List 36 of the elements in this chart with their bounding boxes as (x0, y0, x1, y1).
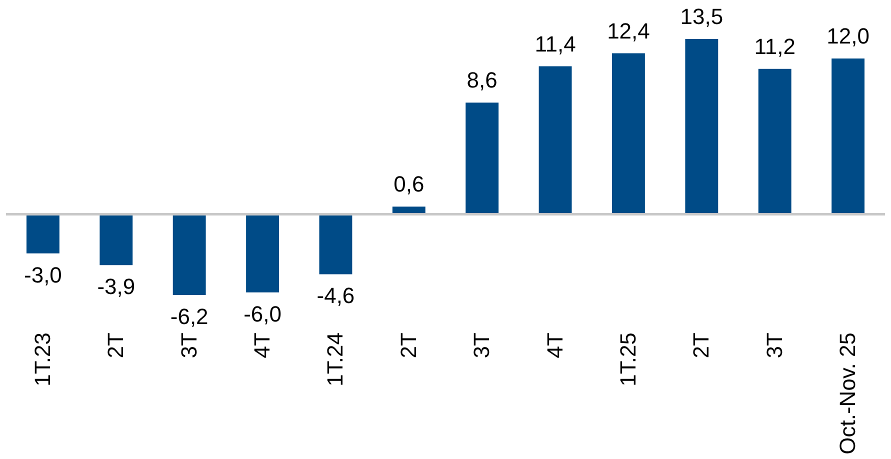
x-tick-label: 1T.24 (322, 332, 348, 386)
bar (392, 206, 426, 214)
x-tick-label: 2T (688, 332, 714, 358)
x-tick-label: 3T (469, 332, 494, 358)
bar (246, 214, 279, 292)
bar (26, 214, 60, 254)
bar (319, 214, 352, 274)
data-label: -6,0 (244, 301, 282, 326)
bar (685, 39, 718, 214)
data-label: -3,9 (97, 274, 136, 300)
bar (538, 66, 572, 214)
data-label: -6,2 (170, 304, 208, 329)
bar (758, 68, 792, 214)
data-label: 12,0 (826, 23, 870, 48)
x-tick-label: 4T (542, 332, 568, 358)
x-tick-label: 1T.25 (615, 332, 640, 386)
bar (612, 53, 645, 214)
data-label: -4,6 (316, 283, 355, 308)
bar (466, 102, 499, 214)
bar (172, 214, 206, 295)
bar (100, 214, 133, 266)
data-label: -3,0 (24, 262, 62, 288)
x-tick-label: 2T (103, 332, 128, 358)
data-label: 8,6 (466, 68, 498, 93)
x-tick-label: 4T (250, 332, 275, 358)
x-tick-label: Oct.-Nov. 25 (835, 332, 860, 454)
data-label: 11,2 (754, 34, 796, 59)
bar (832, 58, 865, 214)
x-tick-label: 3T (762, 332, 787, 358)
data-label: 11,4 (534, 31, 576, 56)
data-label: 12,4 (607, 18, 650, 44)
x-tick-label: 1T.23 (30, 332, 55, 386)
x-tick-label: 3T (176, 332, 202, 358)
data-label: 0,6 (394, 172, 424, 197)
data-label: 13,5 (680, 4, 724, 29)
x-tick-label: 2T (396, 332, 421, 358)
